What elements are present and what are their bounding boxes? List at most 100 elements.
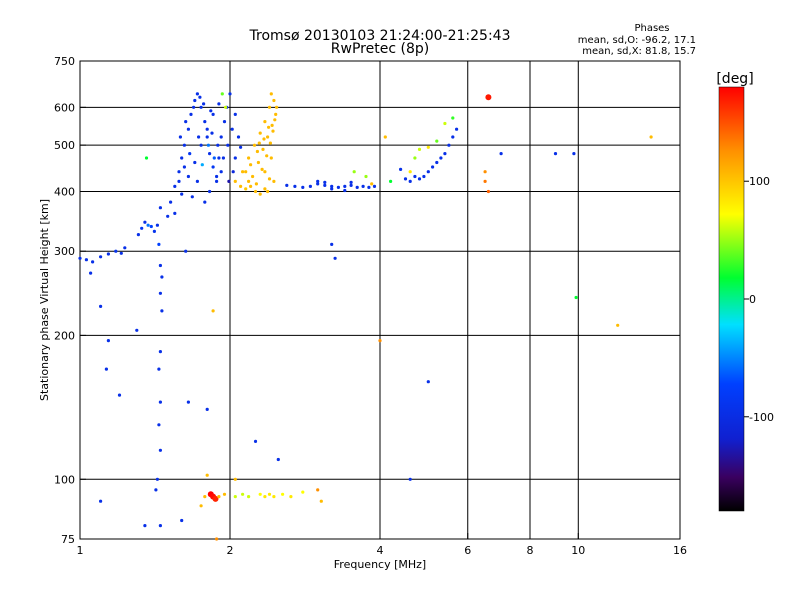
data-point [99, 499, 103, 503]
data-point [285, 183, 289, 187]
data-point [244, 187, 248, 191]
data-point [251, 174, 255, 179]
y-tick-label: 200 [54, 329, 75, 342]
data-point [154, 488, 158, 492]
data-point [239, 184, 243, 188]
data-point [186, 127, 190, 131]
data-point [158, 291, 162, 295]
data-point [267, 177, 272, 181]
data-point [160, 275, 164, 279]
data-point [249, 184, 253, 188]
data-point [443, 121, 447, 126]
data-point [343, 188, 347, 193]
data-point [426, 170, 430, 174]
stats-x: mean, sd,X: 81.8, 15.7 [582, 46, 696, 57]
data-point [184, 120, 188, 124]
colorbar-label: [deg] [716, 71, 753, 87]
data-point [89, 271, 93, 275]
x-axis-label: Frequency [MHz] [334, 558, 426, 571]
data-point [106, 339, 110, 343]
data-point [217, 102, 221, 106]
data-point [239, 145, 243, 149]
data-point [269, 156, 273, 160]
data-point [271, 129, 275, 133]
data-point [275, 105, 279, 109]
data-point [330, 242, 334, 246]
colorbar-tick-label: 0 [749, 293, 756, 306]
data-point [233, 156, 237, 160]
data-point [422, 174, 426, 179]
data-point [253, 189, 258, 194]
data-point [352, 170, 356, 174]
stats-header: Phases [634, 23, 669, 34]
data-point [333, 256, 337, 260]
data-point [272, 179, 276, 183]
data-point [431, 165, 435, 169]
data-point [99, 304, 103, 308]
data-point [267, 125, 271, 129]
y-tick-label: 400 [54, 185, 75, 198]
data-point [383, 135, 387, 139]
data-point [349, 183, 353, 187]
x-tick-label: 10 [571, 544, 585, 557]
data-point [417, 147, 422, 151]
data-point [199, 504, 203, 508]
data-point [155, 223, 159, 227]
data-point [372, 184, 377, 188]
data-point [135, 328, 139, 332]
data-point [152, 229, 156, 233]
data-point [190, 195, 194, 199]
data-point [399, 167, 403, 171]
data-point [157, 367, 161, 371]
data-point [263, 170, 267, 174]
data-point [184, 249, 188, 253]
data-point [241, 170, 245, 174]
data-point [233, 179, 237, 183]
data-point [140, 226, 144, 230]
data-point [253, 439, 258, 443]
data-point [202, 102, 206, 106]
data-point [443, 152, 447, 156]
data-point [413, 156, 417, 160]
data-point [233, 495, 237, 499]
data-point [323, 180, 327, 184]
data-point [249, 163, 253, 167]
data-point [408, 179, 412, 183]
data-point [323, 183, 327, 187]
x-tick-label: 16 [673, 544, 687, 557]
data-point [84, 258, 88, 262]
data-point [230, 127, 234, 131]
data-point [276, 457, 280, 462]
x-tick-label: 8 [527, 544, 534, 557]
data-point [211, 112, 215, 116]
data-point [182, 143, 186, 147]
data-point [370, 182, 374, 186]
data-point [180, 518, 184, 523]
data-point [269, 92, 273, 96]
data-point [553, 152, 558, 156]
data-point [114, 249, 118, 253]
data-point [417, 177, 422, 181]
data-point [216, 143, 220, 147]
data-point [166, 214, 170, 218]
data-point [413, 174, 417, 179]
data-point [198, 95, 202, 99]
data-point [330, 187, 334, 191]
data-point [160, 309, 164, 313]
data-point [439, 156, 443, 160]
data-point [193, 98, 197, 103]
data-point [158, 448, 162, 452]
data-point [435, 160, 439, 165]
data-point [301, 490, 305, 494]
data-point [499, 152, 503, 156]
data-point [212, 156, 216, 160]
x-tick-label: 2 [227, 544, 234, 557]
data-point [192, 105, 196, 109]
data-point [222, 120, 227, 124]
data-point [200, 163, 204, 167]
data-point [182, 165, 186, 169]
data-point [244, 170, 248, 174]
data-point [270, 123, 274, 127]
data-point [146, 223, 150, 227]
data-point [180, 192, 184, 196]
